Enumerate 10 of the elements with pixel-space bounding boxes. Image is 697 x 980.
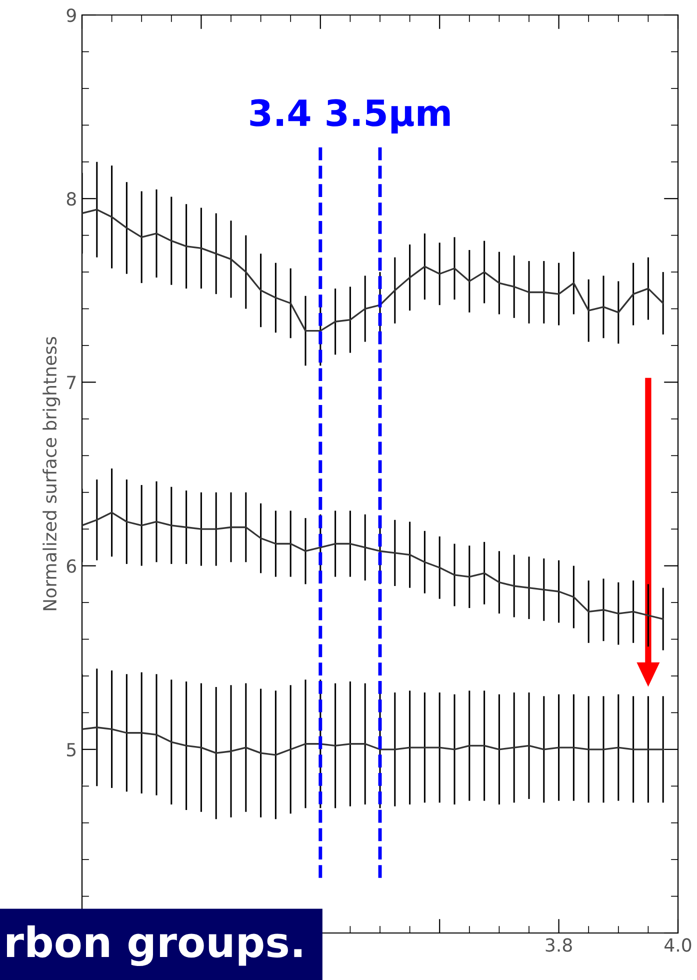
annotation: rbon groups. <box>6 925 302 966</box>
y-tick-label: 7 <box>67 376 76 390</box>
y-tick-label: 5 <box>67 743 76 757</box>
annotation: 3.4 3.5μm <box>250 99 450 134</box>
y-axis-title: Normalized surface brightness <box>42 336 60 610</box>
y-tick-label: 8 <box>66 192 76 206</box>
y-tick-label: 9 <box>66 8 76 22</box>
x-tick-label: 3.8 <box>546 938 572 952</box>
x-tick-label: 4.0 <box>664 938 692 952</box>
y-tick-label: 6 <box>66 559 76 573</box>
